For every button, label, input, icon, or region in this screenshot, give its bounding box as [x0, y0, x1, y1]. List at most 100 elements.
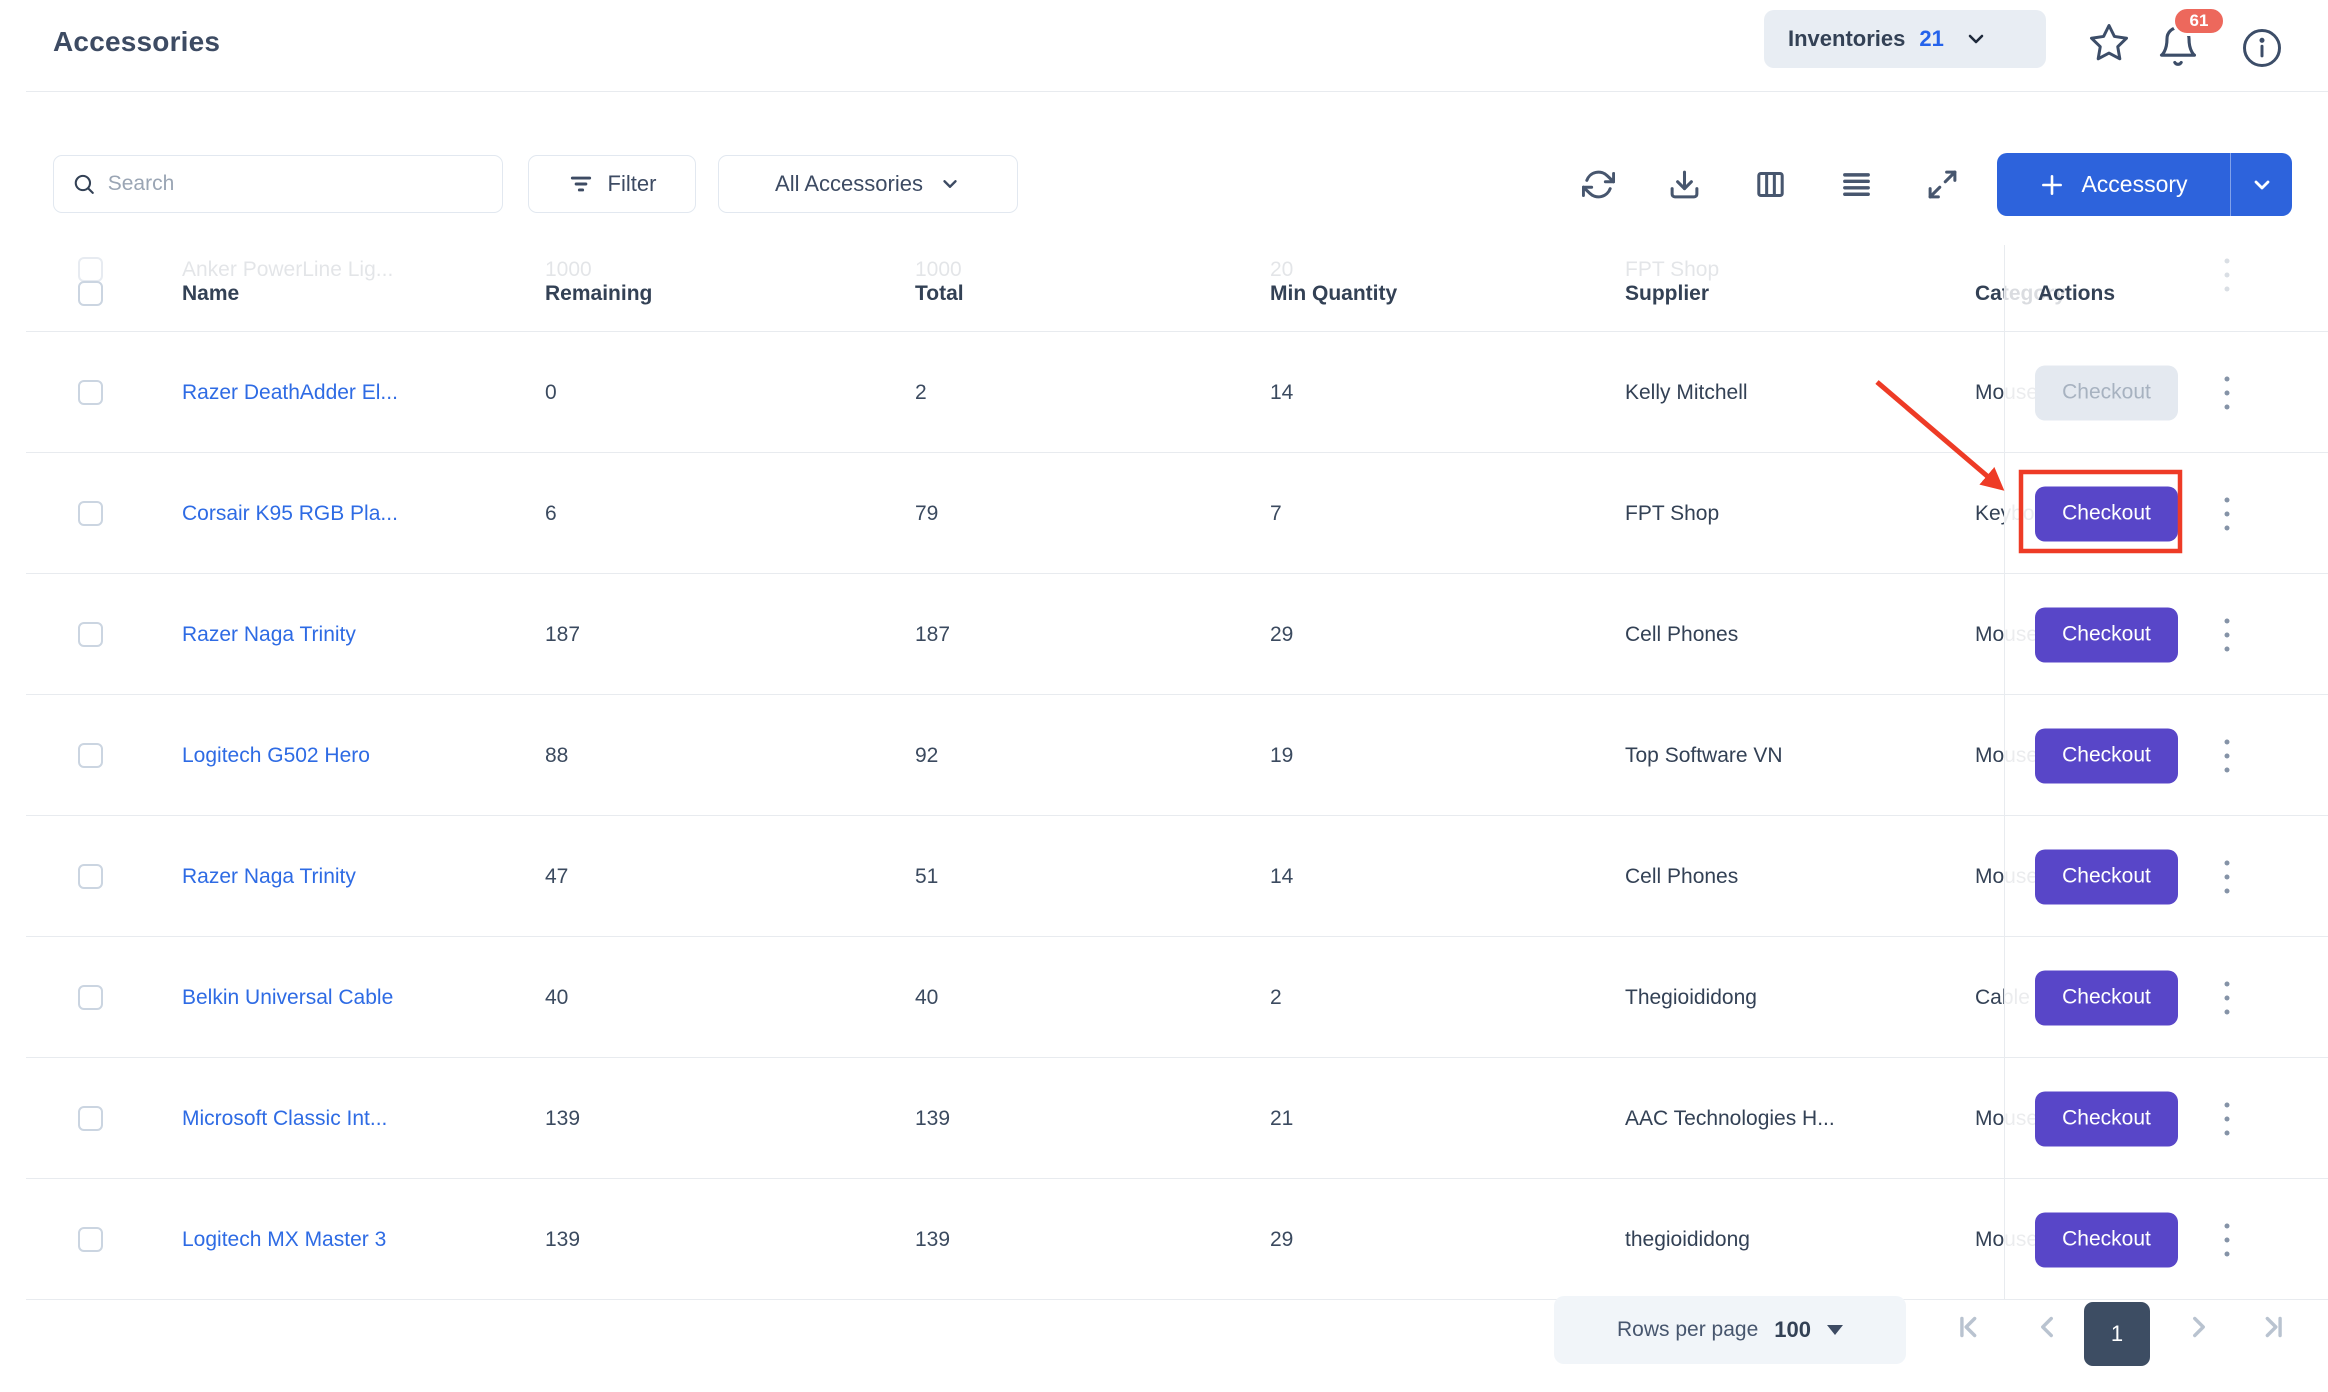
accessories-scope-dropdown[interactable]: All Accessories: [718, 155, 1018, 213]
info-icon[interactable]: [2241, 27, 2283, 72]
plus-icon: [2042, 174, 2063, 195]
row-menu-icon[interactable]: [2219, 491, 2236, 536]
favorite-star-icon[interactable]: [2088, 22, 2130, 67]
row-menu-icon[interactable]: [2219, 733, 2236, 778]
cell-supplier: thegioididong: [1625, 1227, 1750, 1251]
accessory-name-link[interactable]: Razer Naga Trinity: [182, 864, 356, 888]
row-menu-icon[interactable]: [2219, 612, 2236, 657]
rows-per-page-select[interactable]: Rows per page 100: [1554, 1296, 1906, 1364]
inventories-dropdown[interactable]: Inventories 21: [1764, 10, 2046, 68]
actions-cell: Checkout: [2004, 695, 2328, 816]
row-checkbox[interactable]: [78, 743, 103, 768]
pagination-first-icon[interactable]: [1952, 1310, 1986, 1347]
accessory-name-link[interactable]: Microsoft Classic Int...: [182, 1106, 388, 1130]
table-row: Corsair K95 RGB Pla... 6 79 7 FPT Shop K…: [0, 453, 2328, 574]
pagination-prev-icon[interactable]: [2030, 1310, 2064, 1347]
columns-icon[interactable]: [1754, 168, 1787, 201]
chevron-down-icon: [1968, 34, 1984, 44]
add-accessory-caret[interactable]: [2230, 153, 2292, 216]
table-row: Razer Naga Trinity 187 187 29 Cell Phone…: [0, 574, 2328, 695]
row-menu-icon[interactable]: [2219, 854, 2236, 899]
ghost-cell-remaining: 1000: [545, 258, 592, 281]
caret-down-icon: [1826, 1325, 1843, 1335]
row-density-icon[interactable]: [1840, 168, 1873, 201]
notification-count-badge: 61: [2172, 6, 2226, 36]
row-checkbox[interactable]: [78, 622, 103, 647]
ghost-cell-total: 1000: [915, 258, 962, 281]
cell-total: 139: [915, 1227, 951, 1251]
checkout-button[interactable]: Checkout: [2035, 607, 2178, 662]
accessory-name-link[interactable]: Logitech G502 Hero: [182, 743, 370, 767]
accessory-name-link[interactable]: Corsair K95 RGB Pla...: [182, 501, 398, 525]
row-checkbox[interactable]: [78, 380, 103, 405]
checkout-button[interactable]: Checkout: [2035, 728, 2178, 783]
checkout-button[interactable]: Checkout: [2035, 970, 2178, 1025]
checkout-button[interactable]: Checkout: [2035, 849, 2178, 904]
cell-min-quantity: 29: [1270, 1227, 1294, 1251]
row-menu-icon[interactable]: [2219, 1096, 2236, 1141]
actions-column-header: Actions: [2004, 245, 2328, 332]
scope-label: All Accessories: [775, 171, 923, 196]
search-icon: [74, 174, 94, 194]
cell-remaining: 0: [545, 380, 557, 404]
table-tools: [1582, 160, 1959, 208]
download-icon[interactable]: [1668, 168, 1701, 201]
page-title: Accessories: [53, 26, 221, 57]
checkout-button[interactable]: Checkout: [2035, 1091, 2178, 1146]
column-header-remaining: Remaining: [545, 282, 653, 305]
checkout-button[interactable]: Checkout: [2035, 1212, 2178, 1267]
row-menu-icon[interactable]: [2219, 1217, 2236, 1262]
cell-total: 187: [915, 622, 951, 646]
pagination-last-icon[interactable]: [2256, 1310, 2290, 1347]
column-header-total: Total: [915, 282, 964, 305]
table-row: Microsoft Classic Int... 139 139 21 AAC …: [0, 1058, 2328, 1179]
cell-remaining: 6: [545, 501, 557, 525]
cell-total: 51: [915, 864, 939, 888]
inventories-label: Inventories: [1788, 26, 1906, 51]
column-header-actions: Actions: [2038, 282, 2116, 305]
cell-remaining: 47: [545, 864, 569, 888]
ghost-row-menu-icon: [2219, 253, 2236, 298]
row-checkbox[interactable]: [78, 1227, 103, 1252]
filter-button[interactable]: Filter: [528, 155, 696, 213]
cell-total: 2: [915, 380, 927, 404]
rows-per-page-value: 100: [1774, 1317, 1811, 1342]
add-accessory-button[interactable]: Accessory: [1997, 153, 2230, 216]
cell-remaining: 187: [545, 622, 581, 646]
select-all-checkbox[interactable]: [78, 281, 103, 306]
cell-min-quantity: 2: [1270, 985, 1282, 1009]
checkout-button: Checkout: [2035, 365, 2178, 420]
row-menu-icon[interactable]: [2219, 975, 2236, 1020]
row-checkbox[interactable]: [78, 985, 103, 1010]
ghost-cell-min-quantity: 20: [1270, 258, 1294, 281]
checkout-button-highlighted[interactable]: Checkout: [2035, 486, 2178, 541]
expand-icon[interactable]: [1926, 168, 1959, 201]
row-checkbox[interactable]: [78, 1106, 103, 1131]
filter-label: Filter: [607, 171, 657, 196]
filter-icon: [570, 176, 591, 192]
search-input[interactable]: [107, 172, 484, 196]
pagination-current-page[interactable]: 1: [2084, 1302, 2150, 1366]
pagination-next-icon[interactable]: [2182, 1310, 2216, 1347]
actions-cell: Checkout: [2004, 1058, 2328, 1179]
cell-total: 40: [915, 985, 939, 1009]
cell-min-quantity: 19: [1270, 743, 1294, 767]
accessory-name-link[interactable]: Razer DeathAdder El...: [182, 380, 398, 404]
row-checkbox[interactable]: [78, 864, 103, 889]
row-menu-icon[interactable]: [2219, 370, 2236, 415]
accessory-name-link[interactable]: Logitech MX Master 3: [182, 1227, 387, 1251]
row-checkbox[interactable]: [78, 501, 103, 526]
cell-total: 79: [915, 501, 939, 525]
cell-supplier: Top Software VN: [1625, 743, 1783, 767]
accessory-name-link[interactable]: Belkin Universal Cable: [182, 985, 394, 1009]
chevron-down-icon: [2254, 180, 2269, 189]
table-row: Razer DeathAdder El... 0 2 14 Kelly Mitc…: [0, 332, 2328, 453]
cell-supplier: Thegioididong: [1625, 985, 1757, 1009]
cell-supplier: AAC Technologies H...: [1625, 1106, 1835, 1130]
refresh-icon[interactable]: [1582, 168, 1615, 201]
accessory-name-link[interactable]: Razer Naga Trinity: [182, 622, 356, 646]
cell-total: 139: [915, 1106, 951, 1130]
table-row: Logitech MX Master 3 139 139 29 thegioid…: [0, 1179, 2328, 1300]
actions-cell: Checkout: [2004, 453, 2328, 574]
cell-supplier: Cell Phones: [1625, 622, 1739, 646]
